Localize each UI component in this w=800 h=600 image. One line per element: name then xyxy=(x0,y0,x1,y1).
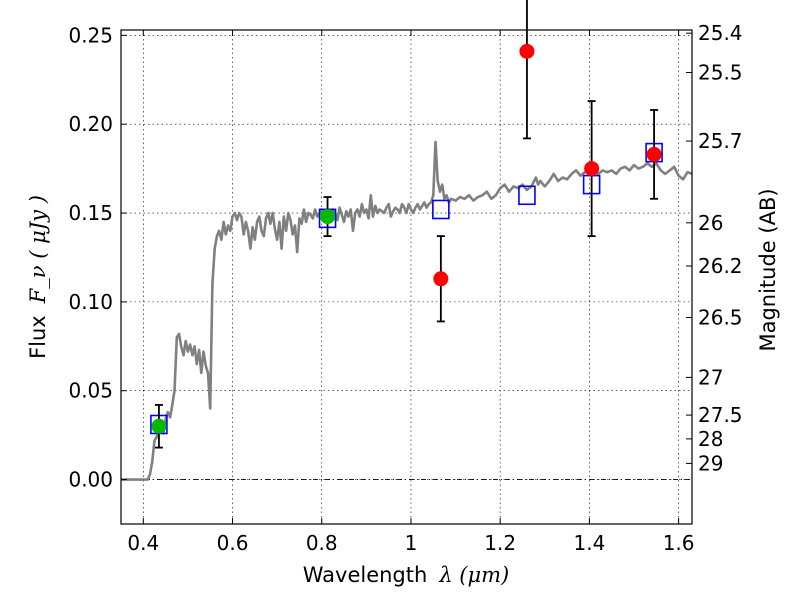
right-tick-label: 26 xyxy=(698,211,723,235)
y-tick-label: 0.20 xyxy=(68,112,113,136)
right-tick-label: 26.2 xyxy=(698,254,743,278)
y-axis-label: Flux F_ν ( μJy ) xyxy=(26,195,50,359)
right-axis-label: Magnitude (AB) xyxy=(756,188,780,351)
x-tick-label: 1.4 xyxy=(573,531,605,555)
right-tick-label: 28 xyxy=(698,427,723,451)
photometry-point xyxy=(584,161,600,177)
x-tick-label: 1.2 xyxy=(484,531,516,555)
photometry-point xyxy=(151,418,167,434)
model-photometry-square xyxy=(518,185,536,206)
photometry-point xyxy=(433,271,449,287)
spectrum-line xyxy=(121,140,693,481)
y-axis-label-math: F_ν ( μJy ) xyxy=(26,195,50,304)
x-axis-label-math: λ (μm) xyxy=(438,563,509,587)
y-tick-label: 0.05 xyxy=(68,379,113,403)
y-tick-label: 0.25 xyxy=(68,23,113,47)
right-tick-label: 25.4 xyxy=(698,21,743,45)
model-photometry-square xyxy=(432,199,450,220)
x-tick-label: 0.6 xyxy=(217,531,249,555)
right-tick-label: 27.5 xyxy=(698,403,743,427)
x-axis-label-text: Wavelength xyxy=(303,563,428,587)
x-tick-label: 0.8 xyxy=(306,531,338,555)
photometry-point xyxy=(646,146,662,162)
y-axis-label-text: Flux xyxy=(26,315,50,359)
ticks: 0.4 0.6 0.8 1 1.2 1.4 1.6 0.00 0.05 0.10 0.15 0.20 0… xyxy=(68,21,742,555)
y-tick-label: 0.10 xyxy=(68,290,113,314)
x-tick-label: 1.6 xyxy=(663,531,695,555)
plot-area xyxy=(121,0,693,481)
right-tick-label: 27 xyxy=(698,365,723,389)
x-tick-label: 1 xyxy=(405,531,418,555)
x-tick-label: 0.4 xyxy=(127,531,159,555)
grid xyxy=(121,30,692,524)
right-tick-label: 25.5 xyxy=(698,60,743,84)
right-tick-label: 25.7 xyxy=(698,129,743,153)
photometry-point xyxy=(320,209,336,225)
y-tick-label: 0.15 xyxy=(68,201,113,225)
x-axis-label: Wavelength λ (μm) xyxy=(303,563,510,587)
photometry-point xyxy=(519,43,535,59)
axes-frame xyxy=(120,29,693,525)
y-tick-label: 0.00 xyxy=(68,468,113,492)
right-tick-label: 29 xyxy=(698,451,723,475)
right-tick-label: 26.5 xyxy=(698,306,743,330)
